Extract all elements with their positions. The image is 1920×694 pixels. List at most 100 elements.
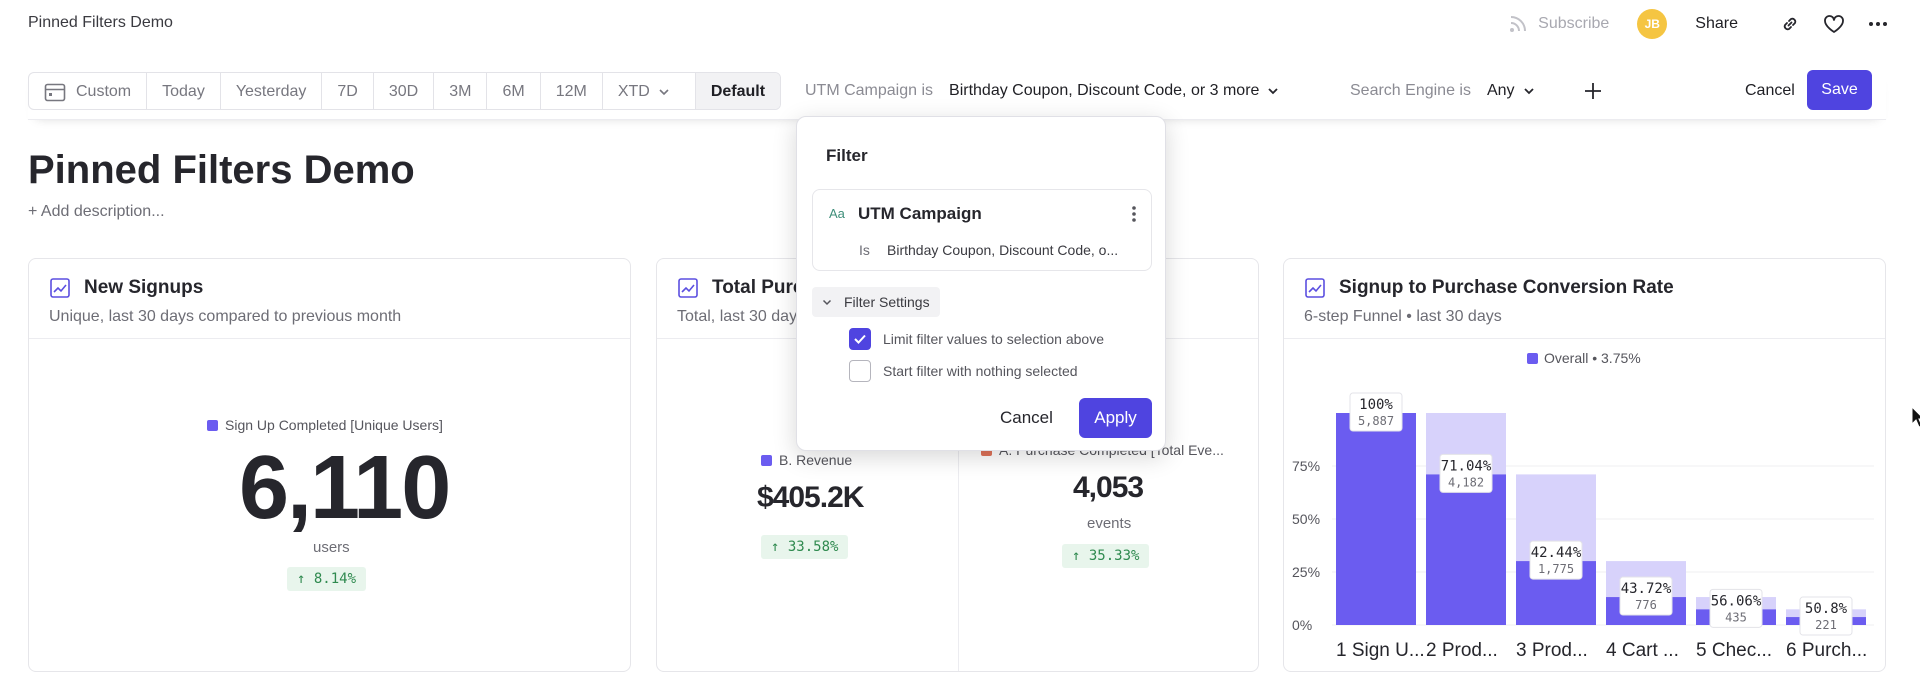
metric-unit: users	[313, 539, 350, 556]
step-percent-label: 42.44%	[1531, 545, 1582, 561]
step-percent-label: 100%	[1359, 397, 1393, 413]
popover-title: Filter	[826, 146, 868, 165]
checkbox-label: Limit filter values to selection above	[883, 331, 1104, 347]
date-yesterday-button[interactable]: Yesterday	[221, 73, 323, 109]
page-title: Pinned Filters Demo	[28, 148, 415, 192]
card-title: Signup to Purchase Conversion Rate	[1339, 277, 1674, 298]
filter-value: Any	[1486, 82, 1515, 99]
y-tick-label: 0%	[1292, 617, 1312, 633]
step-count-label: 5,887	[1358, 414, 1394, 428]
delta-badge: ↑ 35.33%	[1062, 544, 1150, 568]
date-7d-button[interactable]: 7D	[322, 73, 374, 109]
delta-badge: ↑ 33.58%	[761, 535, 849, 559]
line-chart-icon	[50, 278, 70, 298]
x-category-label: 5 Chec...	[1696, 640, 1772, 661]
step-count-label: 4,182	[1448, 475, 1484, 489]
funnel-legend: Overall • 3.75%	[1527, 350, 1641, 366]
cancel-button[interactable]: Cancel	[1745, 82, 1795, 99]
card-conversion-funnel[interactable]: Signup to Purchase Conversion Rate 6-ste…	[1283, 258, 1886, 672]
start-empty-checkbox[interactable]: Start filter with nothing selected	[849, 360, 1078, 382]
add-description-link[interactable]: + Add description...	[28, 203, 165, 220]
utm-campaign-filter[interactable]: UTM Campaign is Birthday Coupon, Discoun…	[805, 82, 1279, 100]
chevron-down-icon	[1268, 88, 1279, 95]
card-header: New Signups Unique, last 30 days compare…	[29, 259, 630, 339]
funnel-bar	[1426, 474, 1506, 625]
checkbox-label: Start filter with nothing selected	[883, 363, 1078, 379]
filter-label: UTM Campaign is	[805, 82, 934, 99]
step-label-box	[1529, 540, 1583, 580]
y-tick-label: 50%	[1292, 511, 1320, 527]
funnel-bar	[1336, 413, 1416, 625]
add-filter-icon[interactable]	[1582, 80, 1604, 102]
filter-values[interactable]: Birthday Coupon, Discount Code, o...	[887, 242, 1119, 258]
card-title: Total Purc	[712, 277, 804, 298]
step-percent-label: 71.04%	[1441, 458, 1492, 474]
legend-label: Sign Up Completed [Unique Users]	[225, 417, 443, 433]
step-count-label: 221	[1815, 618, 1837, 632]
step-percent-label: 43.72%	[1621, 581, 1672, 597]
heart-icon[interactable]	[1820, 10, 1848, 38]
search-engine-filter[interactable]: Search Engine is Any	[1350, 82, 1535, 100]
metric-legend: Sign Up Completed [Unique Users]	[207, 417, 443, 433]
string-type-icon: Aa	[829, 206, 845, 221]
date-default-button[interactable]: Default	[695, 73, 781, 109]
filter-value: Birthday Coupon, Discount Code, or 3 mor…	[949, 82, 1260, 99]
date-custom-label: Custom	[76, 83, 132, 100]
date-30d-button[interactable]: 30D	[374, 73, 435, 109]
card-header: Signup to Purchase Conversion Rate 6-ste…	[1284, 259, 1885, 339]
avatar[interactable]: JB	[1637, 9, 1668, 39]
metric-value: 4,053	[1073, 471, 1144, 504]
card-title: New Signups	[84, 277, 204, 298]
divider	[958, 339, 959, 671]
date-xtd-button[interactable]: XTD	[603, 73, 696, 109]
card-subtitle: Total, last 30 day	[677, 308, 798, 325]
filter-condition[interactable]: Aa UTM Campaign Is Birthday Coupon, Disc…	[812, 189, 1152, 271]
date-range-group: Custom Today Yesterday 7D 30D 3M 6M 12M …	[28, 72, 782, 110]
link-icon[interactable]	[1776, 10, 1804, 38]
subscribe-label: Subscribe	[1538, 15, 1610, 32]
popover-cancel-button[interactable]: Cancel	[1000, 408, 1053, 427]
card-subtitle: Unique, last 30 days compared to previou…	[49, 308, 402, 325]
y-tick-label: 75%	[1292, 458, 1320, 474]
chevron-down-icon	[659, 89, 669, 96]
legend-swatch	[761, 455, 772, 466]
chevron-down-icon	[822, 299, 832, 305]
date-3m-button[interactable]: 3M	[434, 73, 488, 109]
legend-swatch	[207, 420, 218, 431]
date-today-button[interactable]: Today	[147, 73, 221, 109]
filter-settings-toggle[interactable]: Filter Settings	[812, 287, 940, 317]
kebab-menu-icon[interactable]	[1131, 204, 1137, 224]
x-category-label: 6 Purch...	[1786, 640, 1867, 661]
share-button[interactable]: Share	[1695, 15, 1738, 32]
x-category-label: 1 Sign U...	[1336, 640, 1425, 661]
filter-bar: Custom Today Yesterday 7D 30D 3M 6M 12M …	[28, 70, 1886, 120]
legend-swatch	[1527, 353, 1538, 364]
legend-label: B. Revenue	[779, 452, 853, 468]
card-new-signups[interactable]: New Signups Unique, last 30 days compare…	[28, 258, 631, 672]
funnel-chart: Overall • 3.75% 0% 25% 50% 75% 100%5,887 1 Sig…	[1292, 350, 1874, 661]
checkbox-unchecked[interactable]	[849, 360, 871, 382]
step-count-label: 435	[1725, 610, 1747, 624]
legend-label: Overall • 3.75%	[1544, 350, 1641, 366]
step-percent-label: 56.06%	[1711, 593, 1762, 609]
metric-value: 6,110	[239, 438, 451, 538]
apply-button[interactable]: Apply	[1079, 398, 1152, 438]
step-label-box	[1349, 392, 1403, 432]
filter-popover: Filter Aa UTM Campaign Is Birthday Coupo…	[796, 116, 1166, 451]
subscribe-button[interactable]: Subscribe	[1508, 14, 1609, 34]
date-6m-button[interactable]: 6M	[487, 73, 541, 109]
more-icon[interactable]	[1864, 10, 1892, 38]
check-icon	[854, 334, 866, 344]
metric-value: $405.2K	[757, 481, 864, 514]
step-label-box	[1619, 576, 1673, 616]
x-category-label: 4 Cart ...	[1606, 640, 1679, 661]
date-12m-button[interactable]: 12M	[541, 73, 603, 109]
top-bar: Pinned Filters Demo Subscribe JB Share	[0, 0, 1920, 48]
step-percent-label: 50.8%	[1805, 601, 1848, 617]
date-custom-button[interactable]: Custom	[29, 73, 148, 109]
filter-field: UTM Campaign	[858, 204, 982, 223]
checkbox-checked[interactable]	[849, 328, 871, 350]
limit-values-checkbox[interactable]: Limit filter values to selection above	[849, 328, 1104, 350]
metric-unit: events	[1087, 515, 1132, 532]
save-button[interactable]: Save	[1807, 70, 1872, 110]
